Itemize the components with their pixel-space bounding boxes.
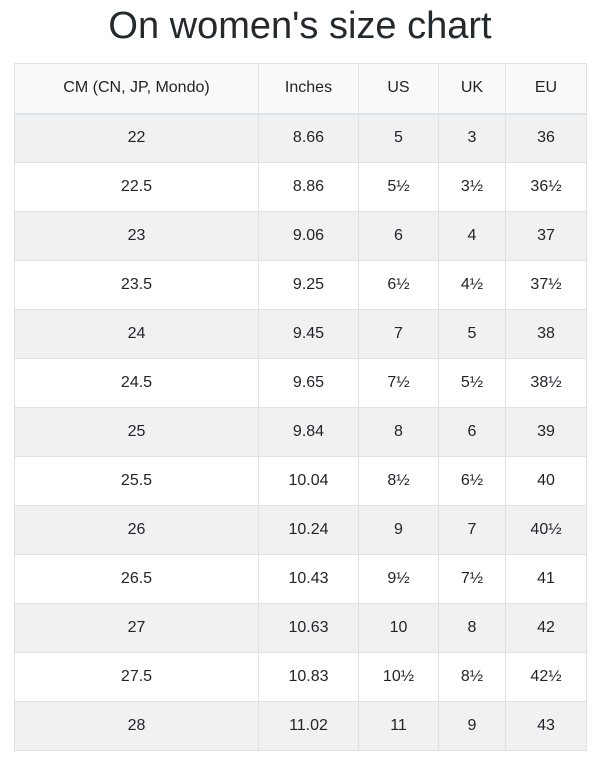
table-cell: 10.04 [258,456,359,506]
table-row: 25 9.84 8 6 39 [14,407,587,457]
table-cell: 3 [438,113,506,163]
table-cell: 41 [505,554,587,604]
page-title: On women's size chart [108,5,492,47]
table-cell: 10.83 [258,652,359,702]
table-cell: 8½ [438,652,506,702]
table-cell: 36½ [505,162,587,212]
table-cell: 9.84 [258,407,359,457]
size-chart-table: CM (CN, JP, Mondo) Inches US UK EU 22 8.66 5 3 3… [14,63,587,751]
table-row: 23.5 9.25 6½ 4½ 37½ [14,260,587,310]
table-cell: 5½ [358,162,439,212]
table-cell: 37½ [505,260,587,310]
table-cell: 42½ [505,652,587,702]
table-row: 26 10.24 9 7 40½ [14,505,587,555]
table-cell: 24 [14,309,259,359]
table-row: 22 8.66 5 3 36 [14,113,587,163]
column-header: Inches [258,63,359,115]
column-header: EU [505,63,587,115]
table-row: 25.5 10.04 8½ 6½ 40 [14,456,587,506]
table-cell: 9.06 [258,211,359,261]
table-header: CM (CN, JP, Mondo) Inches US UK EU [14,63,587,115]
column-header: US [358,63,439,115]
table-row: 26.5 10.43 9½ 7½ 41 [14,554,587,604]
table-body: 22 8.66 5 3 36 22.5 8.86 5½ 3½ 36½ 23 9.06 6 4 37 23.5 9… [14,113,587,751]
table-cell: 3½ [438,162,506,212]
table-cell: 11 [358,701,439,751]
table-cell: 10½ [358,652,439,702]
table-cell: 8 [358,407,439,457]
table-cell: 26 [14,505,259,555]
table-cell: 4 [438,211,506,261]
table-cell: 9.45 [258,309,359,359]
table-cell: 6 [438,407,506,457]
table-cell: 10 [358,603,439,653]
table-cell: 36 [505,113,587,163]
table-cell: 8 [438,603,506,653]
table-cell: 10.63 [258,603,359,653]
table-cell: 8.86 [258,162,359,212]
table-cell: 43 [505,701,587,751]
table-cell: 5 [438,309,506,359]
table-cell: 8½ [358,456,439,506]
table-cell: 6½ [438,456,506,506]
column-header: CM (CN, JP, Mondo) [14,63,259,115]
table-cell: 26.5 [14,554,259,604]
table-cell: 37 [505,211,587,261]
table-cell: 40½ [505,505,587,555]
table-cell: 42 [505,603,587,653]
table-cell: 40 [505,456,587,506]
table-cell: 9 [358,505,439,555]
table-cell: 9½ [358,554,439,604]
table-cell: 10.43 [258,554,359,604]
table-cell: 4½ [438,260,506,310]
table-row: 24 9.45 7 5 38 [14,309,587,359]
table-cell: 38 [505,309,587,359]
table-cell: 25 [14,407,259,457]
table-row: 27.5 10.83 10½ 8½ 42½ [14,652,587,702]
table-cell: 9 [438,701,506,751]
table-cell: 27 [14,603,259,653]
column-header: UK [438,63,506,115]
table-cell: 27.5 [14,652,259,702]
table-cell: 24.5 [14,358,259,408]
table-cell: 23 [14,211,259,261]
table-cell: 7 [358,309,439,359]
table-cell: 28 [14,701,259,751]
table-cell: 38½ [505,358,587,408]
table-cell: 23.5 [14,260,259,310]
table-cell: 10.24 [258,505,359,555]
table-cell: 11.02 [258,701,359,751]
table-row: 27 10.63 10 8 42 [14,603,587,653]
table-cell: 25.5 [14,456,259,506]
table-cell: 7½ [438,554,506,604]
table-cell: 22 [14,113,259,163]
table-cell: 39 [505,407,587,457]
table-cell: 7½ [358,358,439,408]
table-cell: 6 [358,211,439,261]
table-row: 22.5 8.86 5½ 3½ 36½ [14,162,587,212]
table-cell: 7 [438,505,506,555]
table-cell: 5 [358,113,439,163]
table-cell: 8.66 [258,113,359,163]
table-cell: 9.25 [258,260,359,310]
table-cell: 5½ [438,358,506,408]
table-cell: 9.65 [258,358,359,408]
table-row: 23 9.06 6 4 37 [14,211,587,261]
table-cell: 6½ [358,260,439,310]
table-row: 24.5 9.65 7½ 5½ 38½ [14,358,587,408]
header-row: CM (CN, JP, Mondo) Inches US UK EU [14,63,587,115]
table-row: 28 11.02 11 9 43 [14,701,587,751]
table-cell: 22.5 [14,162,259,212]
